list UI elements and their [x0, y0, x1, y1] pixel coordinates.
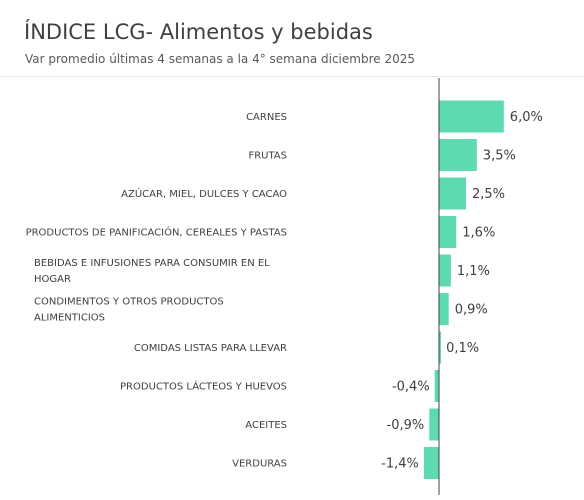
category-labels: CARNES FRUTAS AZÚCAR, MIEL, DULCES Y CACAO…: [26, 112, 288, 470]
bar-comidas-listas-para-llevar: [439, 331, 441, 364]
value-label-aceites: -0,9%: [387, 418, 425, 433]
category-label-condimentos-y-otros-productos-alimenticios-line-1: CONDIMENTOS Y OTROS PRODUCTOS: [34, 297, 224, 308]
value-label-frutas: 3,5%: [483, 149, 516, 164]
bar-bebidas-e-infusiones-para-consumir-en-el-hogar: [439, 254, 451, 287]
bar-productos-lacteos-y-huevos: [434, 370, 439, 402]
value-label-productos-lacteos-y-huevos: -0,4%: [392, 380, 430, 395]
category-label-verduras: VERDURAS: [232, 459, 287, 470]
value-label-verduras: -1,4%: [381, 457, 419, 472]
value-label-azucar-miel-dulces-y-cacao: 2,5%: [472, 187, 505, 202]
bar-verduras: [423, 447, 439, 479]
value-label-productos-de-panificacion-cereales-y-pastas: 1,6%: [462, 226, 495, 241]
bar-productos-de-panificacion-cereales-y-pastas: [439, 216, 457, 248]
value-label-comidas-listas-para-llevar: 0,1%: [446, 341, 479, 356]
bar-aceites: [429, 408, 439, 441]
category-label-condimentos-y-otros-productos-alimenticios-line-2: ALIMENTICIOS: [34, 313, 105, 324]
category-label-bebidas-e-infusiones-para-consumir-en-el-hogar-line-2: HOGAR: [34, 274, 71, 285]
bars-layer: [423, 100, 504, 479]
value-label-bebidas-e-infusiones-para-consumir-en-el-hogar: 1,1%: [457, 264, 490, 279]
bar-azucar-miel-dulces-y-cacao: [439, 177, 466, 210]
category-label-bebidas-e-infusiones-para-consumir-en-el-hogar-line-1: BEBIDAS E INFUSIONES PARA CONSUMIR EN EL: [34, 258, 270, 269]
bar-carnes: [439, 100, 504, 133]
value-labels: 6,0% 3,5% 2,5% 1,6% 1,1% 0,9% 0,1% -0,4% -0,9% -1…: [381, 110, 543, 472]
bar-frutas: [439, 139, 477, 171]
category-label-aceites: ACEITES: [245, 420, 287, 431]
category-label-azucar-miel-dulces-y-cacao: AZÚCAR, MIEL, DULCES Y CACAO: [121, 187, 287, 200]
category-label-comidas-listas-para-llevar: COMIDAS LISTAS PARA LLEVAR: [134, 343, 287, 354]
value-label-condimentos-y-otros-productos-alimenticios: 0,9%: [455, 303, 488, 318]
category-label-frutas: FRUTAS: [248, 151, 287, 162]
bar-condimentos-y-otros-productos-alimenticios: [439, 293, 449, 325]
category-label-productos-lacteos-y-huevos: PRODUCTOS LÁCTEOS Y HUEVOS: [120, 380, 287, 393]
category-label-productos-de-panificacion-cereales-y-pastas: PRODUCTOS DE PANIFICACIÓN, CEREALES Y PA…: [26, 226, 287, 239]
value-label-carnes: 6,0%: [510, 110, 543, 125]
title-divider: [0, 76, 584, 77]
chart-title: ÍNDICE LCG- Alimentos y bebidas: [24, 20, 373, 44]
chart-subtitle: Var promedio últimas 4 semanas a la 4° s…: [25, 52, 415, 66]
category-label-carnes: CARNES: [246, 112, 287, 123]
